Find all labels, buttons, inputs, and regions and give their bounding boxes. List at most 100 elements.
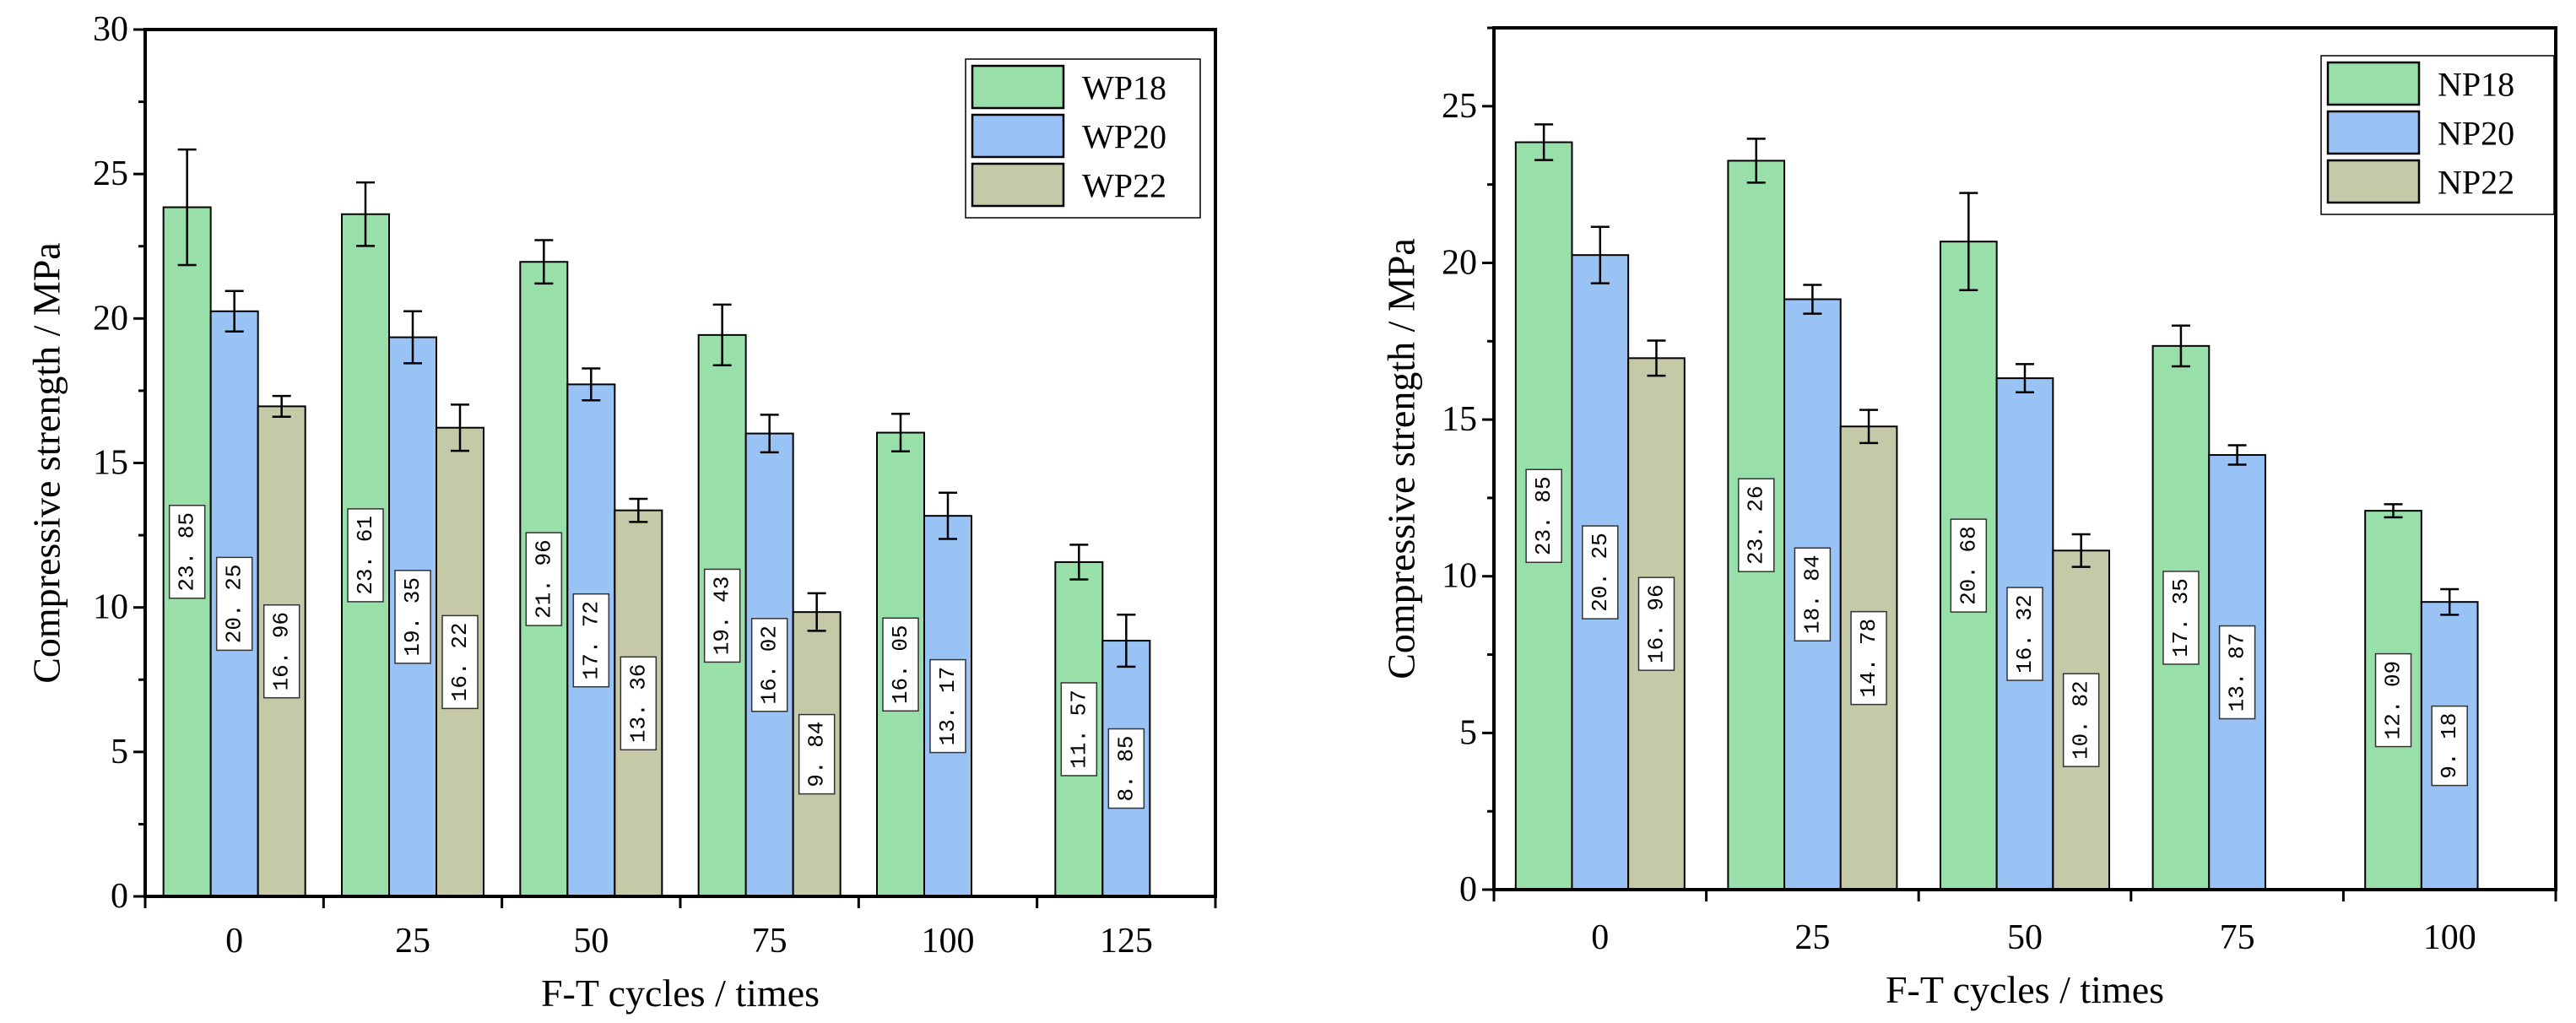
y-axis-title: Compressive strength / MPa — [1380, 238, 1423, 679]
legend-swatch-np20 — [2326, 110, 2421, 155]
x-tick-label: 75 — [2220, 918, 2255, 957]
data-label: 9. 18 — [2431, 705, 2468, 787]
data-label: 10. 82 — [2062, 673, 2100, 767]
data-label-text: 19. 35 — [400, 577, 425, 657]
x-tick-label: 100 — [922, 922, 975, 961]
data-label-text: 16. 96 — [269, 612, 295, 691]
data-label-box — [394, 570, 431, 664]
data-label-box — [1637, 576, 1675, 671]
data-label: 18. 84 — [1794, 547, 1832, 642]
data-label-text: 16. 02 — [757, 625, 782, 705]
data-label-text: 23. 61 — [353, 516, 378, 595]
data-label-box — [1794, 547, 1832, 642]
x-tick-label: 75 — [752, 922, 787, 961]
data-label: 20. 25 — [1582, 525, 1619, 620]
data-label-text: 14. 78 — [1856, 619, 1881, 698]
legend-label-np22: NP22 — [2438, 164, 2514, 202]
data-label-box — [441, 614, 479, 710]
data-label-text: 9. 18 — [2437, 713, 2462, 779]
data-label-text: 10. 82 — [2069, 680, 2094, 760]
data-label-box — [1107, 728, 1145, 809]
data-label-text: 21. 96 — [531, 539, 556, 619]
data-label: 11. 57 — [1060, 682, 1098, 777]
legend-label-wp18: WP18 — [1082, 69, 1166, 107]
data-label: 13. 36 — [620, 656, 658, 751]
data-label: 17. 35 — [2162, 571, 2200, 665]
data-label-text: 11. 57 — [1066, 690, 1091, 769]
legend-label-np20: NP20 — [2438, 115, 2514, 153]
data-label: 20. 25 — [215, 556, 253, 652]
y-axis-title: Compressive strength / MPa — [25, 242, 68, 684]
data-label-box — [1737, 478, 1775, 572]
data-label-text: 20. 25 — [222, 565, 247, 644]
legend-label-wp20: WP20 — [1082, 118, 1166, 156]
data-label-box — [1060, 682, 1098, 777]
legend-label-np18: NP18 — [2438, 66, 2514, 104]
data-label-box — [347, 508, 384, 603]
x-axis-title: F-T cycles / times — [541, 972, 820, 1015]
data-label-box — [929, 658, 966, 754]
legend: WP18 WP20 WP22 — [965, 58, 1201, 219]
data-label-box — [262, 604, 300, 699]
y-tick-label: 15 — [93, 444, 128, 483]
y-tick-label: 5 — [111, 733, 128, 771]
data-label-box — [620, 656, 658, 751]
y-tick-label: 0 — [1459, 870, 1477, 909]
legend-swatch-np18 — [2326, 61, 2421, 106]
data-label: 19. 43 — [703, 568, 741, 663]
data-label-text: 13. 36 — [625, 664, 651, 744]
data-label: 23. 85 — [1525, 468, 1562, 564]
data-label-text: 16. 05 — [888, 625, 913, 704]
y-tick-label: 15 — [1442, 400, 1477, 439]
data-label-box — [1950, 518, 1988, 613]
data-label-text: 23. 85 — [175, 512, 200, 592]
chart-np: 23. 85 23. 26 20. 68 17. 35 12. 09 20. 25 18. … — [1380, 26, 2557, 1011]
data-label-box — [703, 568, 741, 663]
legend-swatch-np22 — [2326, 159, 2421, 204]
data-label-text: 13. 17 — [935, 667, 961, 746]
data-label-text: 23. 85 — [1531, 476, 1556, 555]
legend: NP18 NP20 NP22 — [2320, 55, 2555, 215]
data-label-text: 13. 87 — [2225, 633, 2250, 712]
data-label-box — [882, 617, 919, 712]
y-tick-label: 5 — [1459, 713, 1477, 752]
x-tick-label: 25 — [1794, 918, 1830, 957]
data-label: 16. 96 — [262, 604, 300, 699]
data-label-box — [215, 556, 253, 652]
data-label-text: 23. 26 — [1744, 485, 1769, 565]
y-tick-label: 25 — [93, 154, 128, 193]
y-tick-label: 25 — [1442, 87, 1477, 126]
data-label: 23. 61 — [347, 508, 384, 603]
data-label: 21. 96 — [525, 532, 563, 626]
data-label-text: 17. 35 — [2168, 578, 2194, 658]
data-label: 16. 05 — [882, 617, 919, 712]
x-tick-label: 0 — [1591, 918, 1609, 957]
data-label-text: 16. 22 — [447, 623, 473, 702]
data-label-box — [798, 713, 836, 795]
data-label-box — [2006, 587, 2043, 681]
data-label-text: 16. 96 — [1643, 584, 1669, 663]
data-label: 23. 85 — [168, 505, 206, 599]
data-label-box — [1525, 468, 1562, 564]
data-label-text: 8. 85 — [1113, 736, 1139, 802]
data-label: 20. 68 — [1950, 518, 1988, 613]
data-label: 12. 09 — [2374, 652, 2412, 748]
y-tick-label: 30 — [93, 10, 128, 49]
legend-label-wp22: WP22 — [1082, 167, 1166, 205]
data-label: 16. 22 — [441, 614, 479, 710]
data-label-box — [1582, 525, 1619, 620]
data-label-box — [1850, 610, 1887, 706]
data-label: 17. 72 — [572, 593, 610, 688]
x-tick-label: 100 — [2423, 918, 2476, 957]
data-label-box — [525, 532, 563, 626]
y-tick-label: 0 — [111, 877, 128, 916]
data-label-text: 16. 32 — [2012, 594, 2038, 674]
y-tick-label: 20 — [93, 299, 128, 338]
data-label-box — [2162, 571, 2200, 665]
legend-swatch-wp22 — [971, 162, 1065, 208]
y-tick-label: 10 — [93, 588, 128, 627]
data-label: 9. 84 — [798, 713, 836, 795]
data-label-text: 19. 43 — [710, 576, 735, 656]
data-label: 16. 02 — [750, 618, 788, 712]
